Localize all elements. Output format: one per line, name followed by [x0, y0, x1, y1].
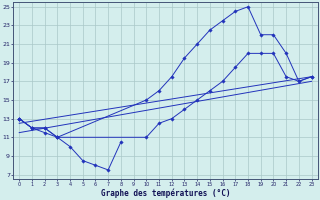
X-axis label: Graphe des températures (°C): Graphe des températures (°C) — [100, 188, 230, 198]
